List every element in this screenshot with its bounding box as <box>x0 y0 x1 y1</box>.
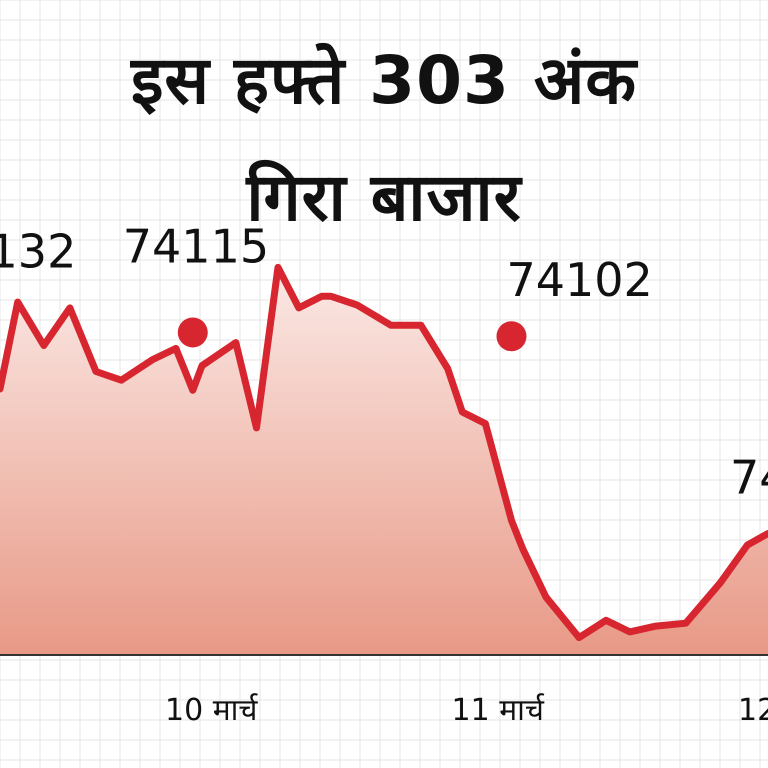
x-tick-label: 11 मार्च <box>451 693 544 728</box>
data-label: 74115 <box>123 219 269 273</box>
data-label: 74132 <box>0 225 76 279</box>
data-labels: 74132 74115 74102 74 <box>0 219 768 504</box>
chart-title-line-2: गिरा बाजार <box>246 159 522 236</box>
x-tick-label: 12 <box>738 693 768 728</box>
data-point-marker <box>496 321 527 352</box>
x-tick-label: 10 मार्च <box>165 693 258 728</box>
data-point-marker <box>177 317 208 348</box>
x-tick-labels: मार्च10 मार्च11 मार्च12 <box>165 693 768 728</box>
series-line <box>0 263 768 642</box>
area-fill <box>0 267 768 655</box>
data-label: 74 <box>730 451 768 505</box>
data-label: 74102 <box>506 253 652 307</box>
chart-title-line-1: इस हफ्ते 303 अंक <box>130 42 638 119</box>
point-markers <box>177 317 527 352</box>
